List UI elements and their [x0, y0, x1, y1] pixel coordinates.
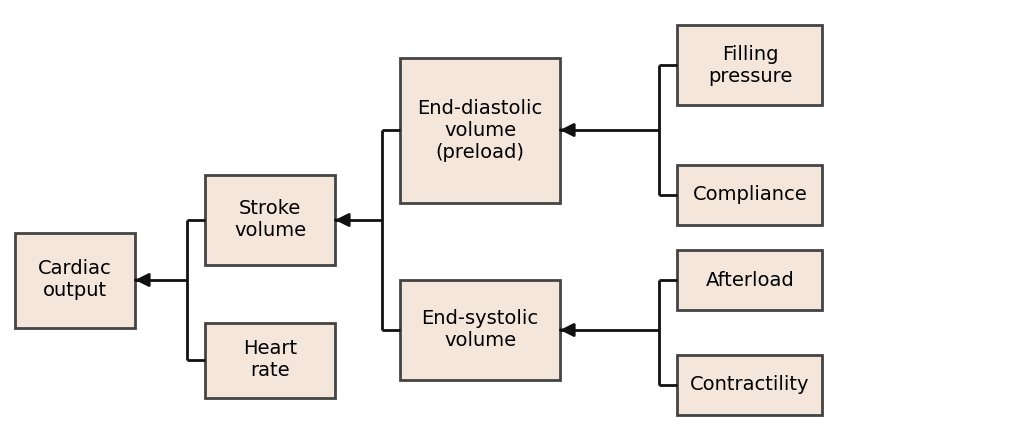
- Text: End-systolic
volume: End-systolic volume: [421, 309, 539, 351]
- Bar: [205, 175, 335, 265]
- Bar: [677, 25, 822, 105]
- Text: Afterload: Afterload: [705, 271, 795, 290]
- Text: Stroke
volume: Stroke volume: [233, 199, 307, 240]
- Bar: [677, 165, 822, 225]
- Text: Cardiac
output: Cardiac output: [39, 259, 112, 301]
- Bar: [400, 280, 560, 380]
- Text: Filling
pressure: Filling pressure: [707, 45, 792, 85]
- Text: Compliance: Compliance: [692, 186, 807, 205]
- Text: Contractility: Contractility: [690, 376, 810, 395]
- Bar: [677, 355, 822, 415]
- Bar: [15, 232, 135, 328]
- Bar: [400, 57, 560, 202]
- Text: Heart
rate: Heart rate: [243, 339, 297, 381]
- Bar: [677, 250, 822, 310]
- Text: End-diastolic
volume
(preload): End-diastolic volume (preload): [417, 99, 543, 161]
- Bar: [205, 323, 335, 397]
